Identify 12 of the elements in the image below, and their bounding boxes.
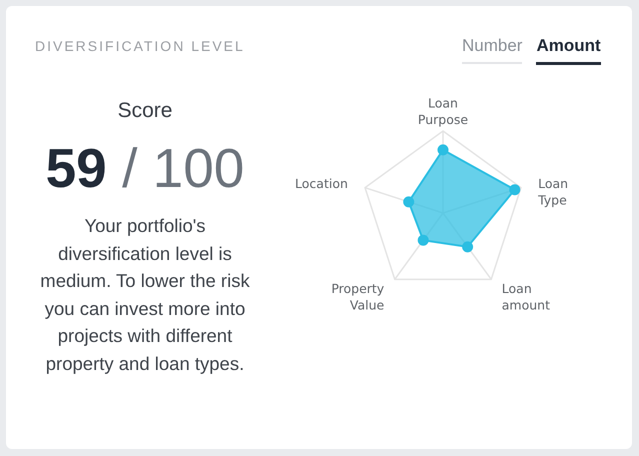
text: 59: [46, 137, 107, 199]
spoke-label: Location: [295, 176, 348, 192]
text: DIVERSIFICATION LEVEL: [35, 38, 245, 54]
spoke-label: Loan Purpose: [418, 96, 468, 127]
text: Amount: [536, 36, 601, 56]
text: Score: [116, 98, 174, 124]
spoke-label: Loan Type: [537, 176, 568, 208]
text: Number: [462, 36, 522, 56]
spoke-label: Property Value: [331, 280, 385, 312]
spoke-label: Loan amount: [502, 280, 550, 312]
text: Your portfolio's diversification level is medium. To lower the risk you can invest more into projects with different property and loan types.: [39, 214, 251, 376]
text: / 100: [121, 137, 244, 199]
